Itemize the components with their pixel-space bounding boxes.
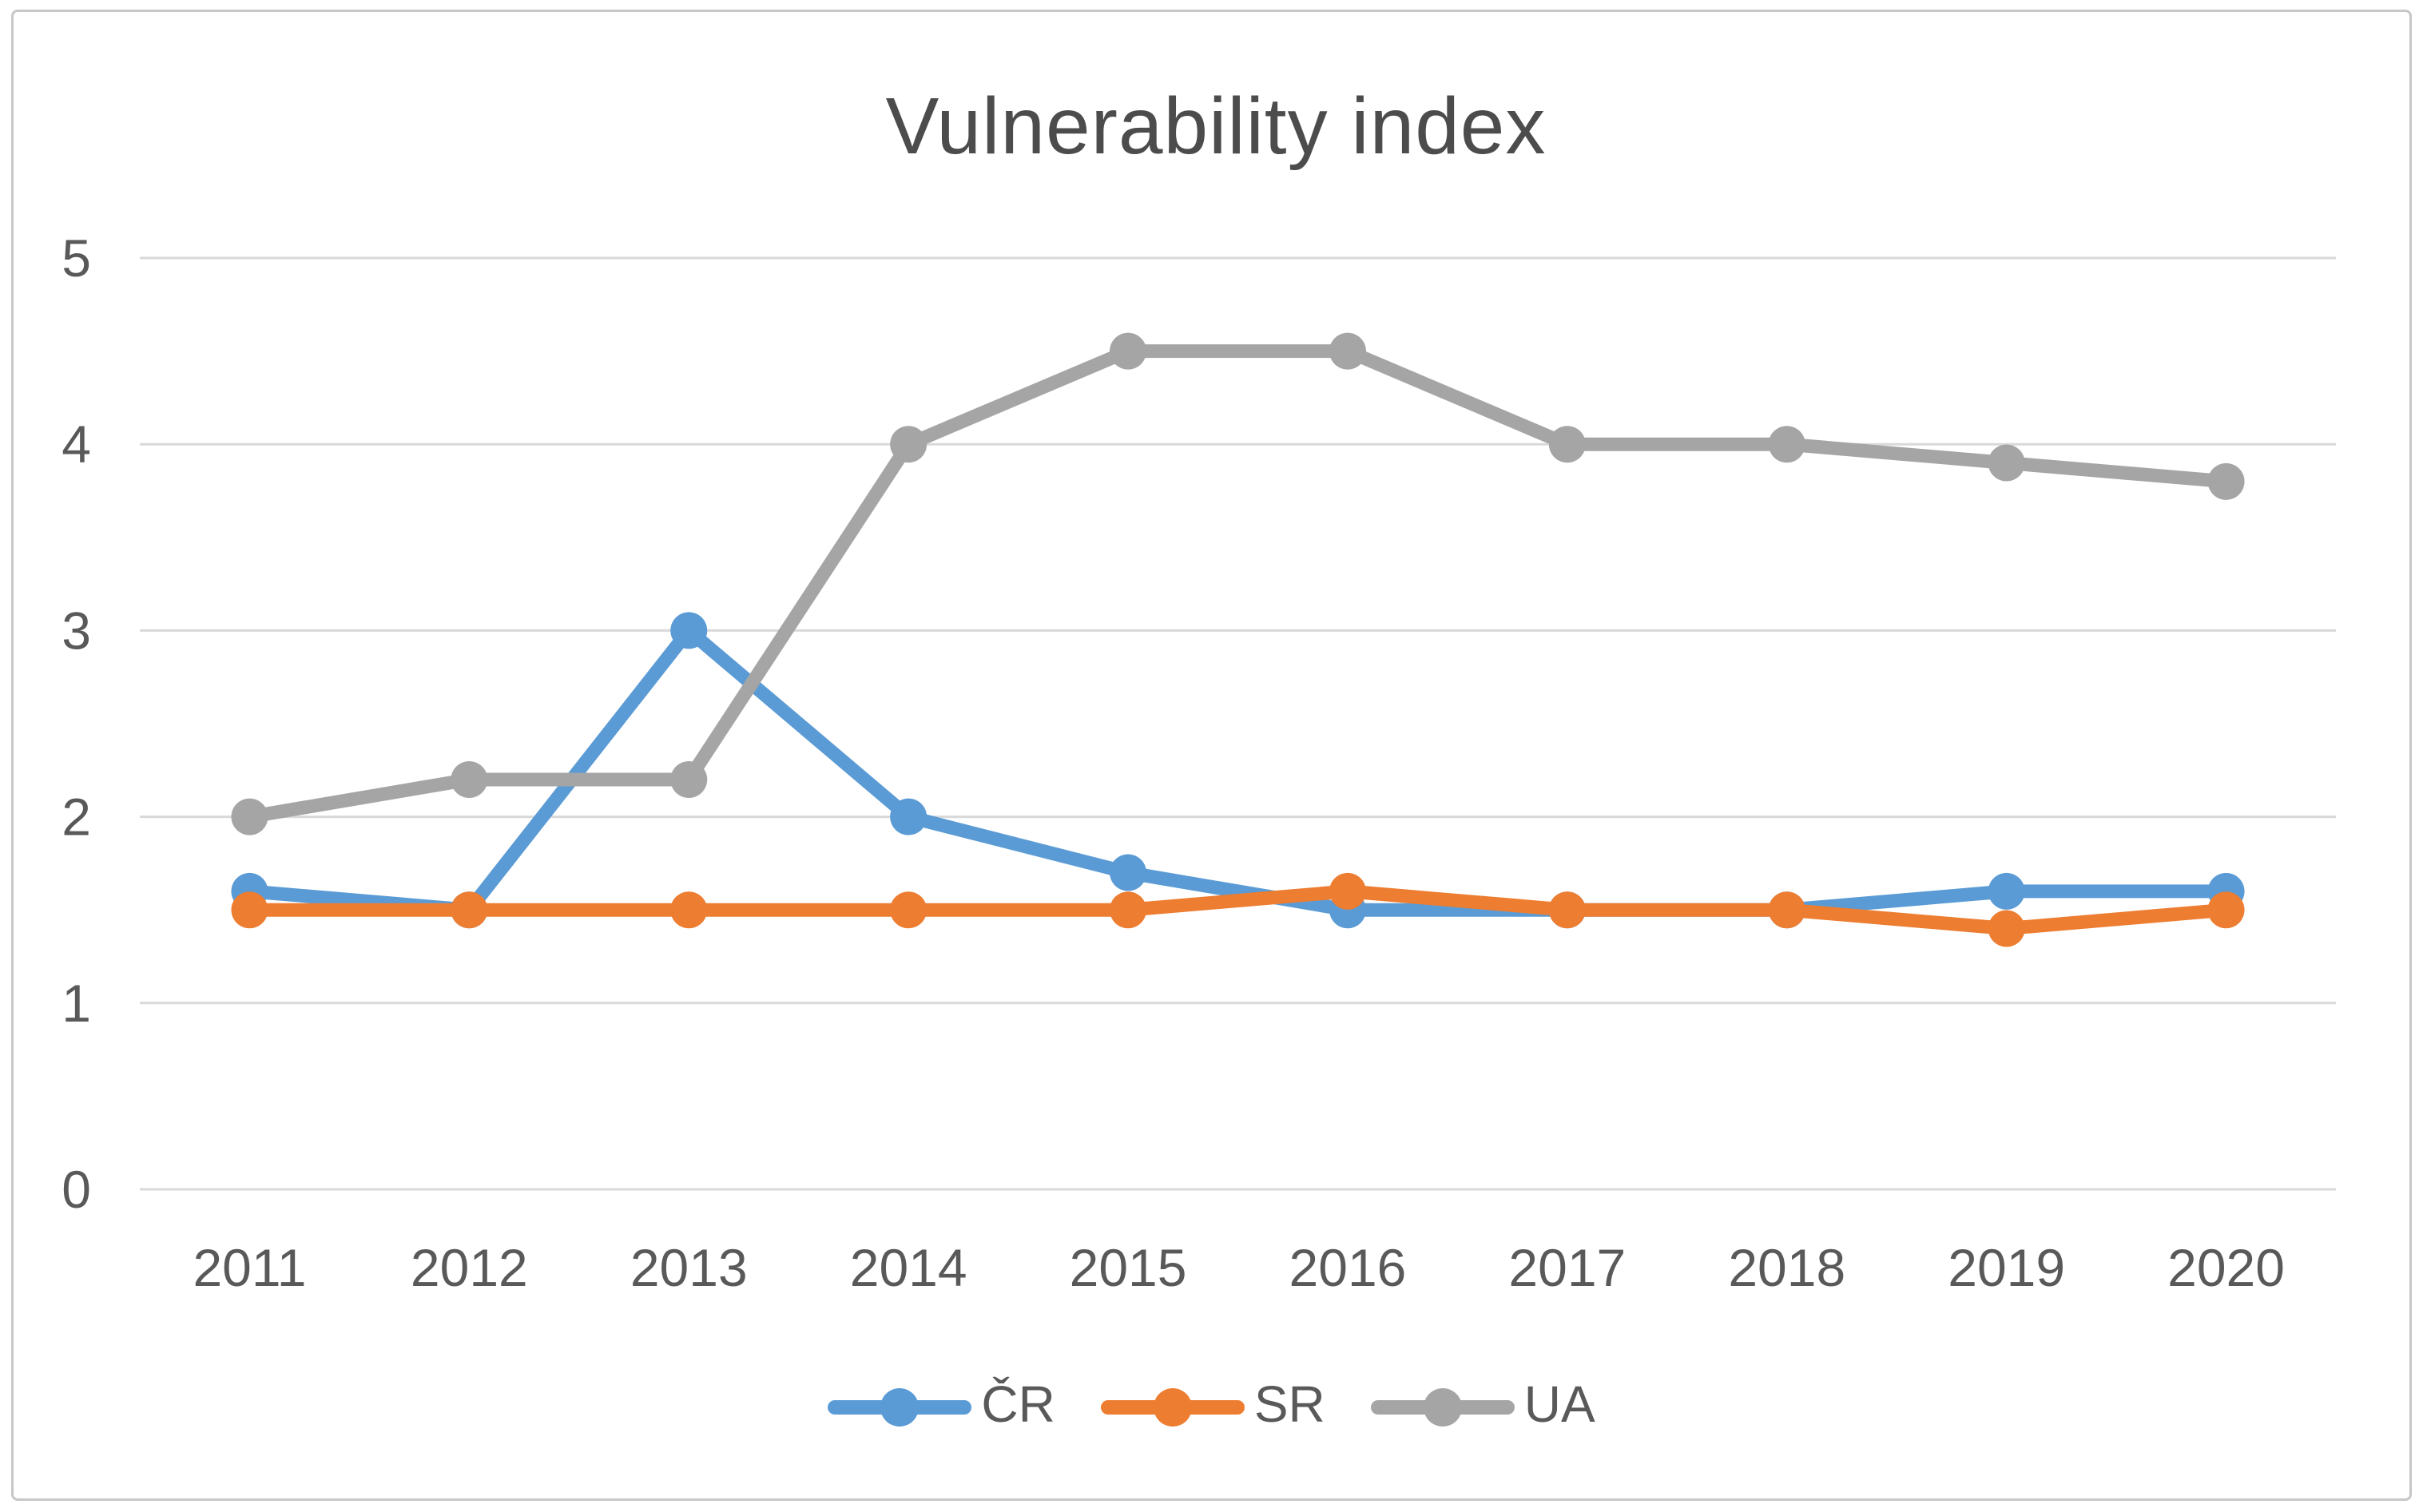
legend-line-marker-icon — [1370, 1387, 1515, 1428]
legend-label: SR — [1253, 1375, 1325, 1433]
legend-line-marker-icon — [1100, 1387, 1245, 1428]
legend-line-marker-icon — [828, 1387, 972, 1428]
legend-label: ČR — [981, 1375, 1055, 1433]
legend-dot — [1423, 1388, 1462, 1427]
data-point-SR-2014 — [890, 891, 927, 929]
x-axis-tick-label: 2019 — [1948, 1238, 2065, 1297]
x-axis-tick-label: 2012 — [411, 1238, 528, 1297]
data-point-ČR-2014 — [890, 798, 927, 835]
y-axis-tick-label: 5 — [62, 228, 91, 288]
data-point-SR-2012 — [451, 891, 488, 929]
data-point-ČR-2015 — [1110, 854, 1147, 891]
series-line-ČR — [242, 623, 2234, 917]
data-point-SR-2016 — [1329, 872, 1366, 910]
data-point-UA-2018 — [1768, 426, 1805, 463]
gridlines-group — [140, 256, 2336, 1191]
y-axis-tick-label: 4 — [62, 415, 91, 474]
legend-dot — [880, 1388, 920, 1427]
data-point-SR-2011 — [231, 891, 268, 929]
series-group — [231, 332, 2245, 947]
data-point-SR-2017 — [1548, 891, 1586, 929]
y-axis-tick-label: 3 — [62, 601, 91, 660]
data-point-UA-2011 — [231, 798, 268, 835]
data-point-UA-2019 — [1988, 444, 2025, 482]
data-point-UA-2014 — [890, 426, 927, 463]
y-axis-tick-label: 2 — [62, 788, 91, 847]
x-axis-tick-label: 2017 — [1508, 1238, 1626, 1297]
data-point-SR-2019 — [1988, 910, 2025, 947]
data-point-UA-2012 — [451, 760, 488, 798]
data-point-SR-2018 — [1768, 891, 1805, 929]
chart-title: Vulnerability index — [886, 81, 1547, 171]
x-axis-tick-label: 2020 — [2167, 1238, 2285, 1297]
series-line-UA — [242, 344, 2234, 824]
data-point-UA-2020 — [2207, 462, 2245, 500]
y-axis-tick-label: 1 — [62, 974, 91, 1033]
series-line-SR — [242, 884, 2234, 936]
data-point-SR-2015 — [1110, 891, 1147, 929]
data-point-UA-2016 — [1329, 332, 1366, 370]
x-axis-tick-label: 2014 — [850, 1238, 967, 1297]
data-point-ČR-2013 — [670, 612, 708, 649]
legend-item-ČR: ČR — [828, 1379, 1055, 1436]
y-axis-labels-group: 0 1 2 3 4 5 — [62, 228, 91, 1219]
data-point-ČR-2019 — [1988, 872, 2025, 910]
data-point-SR-2013 — [670, 891, 708, 929]
x-axis-labels-group: 2011 2012 2013 2014 2015 2016 2017 2018 2019 2020 — [193, 1238, 2284, 1297]
legend-label: UA — [1523, 1375, 1595, 1433]
data-point-UA-2013 — [670, 760, 708, 798]
chart-legend: ČR SR UA — [0, 1379, 2423, 1436]
legend-item-UA: UA — [1370, 1375, 1595, 1436]
x-axis-tick-label: 2018 — [1728, 1238, 1845, 1297]
x-axis-tick-label: 2011 — [193, 1238, 306, 1297]
legend-dot — [1153, 1388, 1192, 1427]
legend-item-SR: SR — [1100, 1375, 1325, 1436]
x-axis-tick-label: 2016 — [1289, 1238, 1407, 1297]
x-axis-tick-label: 2013 — [630, 1238, 748, 1297]
data-point-UA-2015 — [1110, 332, 1147, 370]
y-axis-tick-label: 0 — [62, 1160, 91, 1219]
data-point-SR-2020 — [2207, 891, 2245, 929]
data-point-UA-2017 — [1548, 426, 1586, 463]
x-axis-tick-label: 2015 — [1070, 1238, 1187, 1297]
